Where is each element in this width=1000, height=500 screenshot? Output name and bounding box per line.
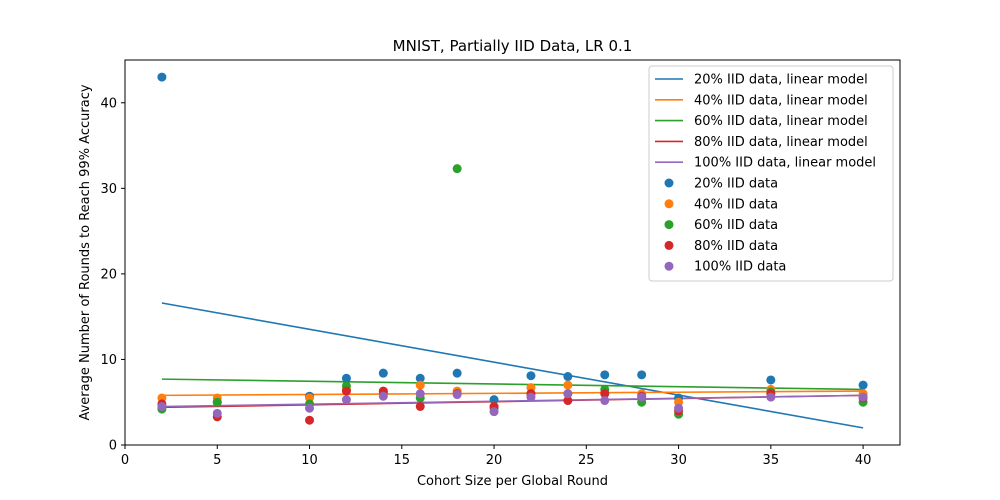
y-axis-label: Average Number of Rounds to Reach 99% Ac… — [78, 84, 93, 420]
plot-area — [157, 72, 868, 429]
linear-model-line-4 — [161, 394, 864, 408]
point-s0-14 — [858, 380, 868, 390]
point-s4-9 — [563, 389, 573, 399]
point-s4-13 — [766, 392, 776, 402]
point-s0-4 — [378, 368, 388, 378]
point-s3-2 — [305, 415, 315, 425]
point-s0-13 — [766, 375, 776, 385]
legend-marker-3 — [664, 240, 674, 250]
point-s4-1 — [212, 408, 222, 418]
point-s4-4 — [378, 391, 388, 401]
y-tick-label-2: 20 — [100, 267, 117, 282]
point-s4-12 — [674, 403, 684, 413]
legend-label-line-2: 60% IID data, linear model — [694, 114, 868, 129]
point-s0-7 — [489, 395, 499, 405]
point-s4-10 — [600, 396, 610, 406]
legend-label-line-0: 20% IID data, linear model — [694, 73, 868, 88]
point-s3-9 — [563, 396, 573, 406]
point-s0-3 — [341, 373, 351, 383]
x-tick-label-6: 30 — [670, 453, 687, 468]
point-s3-5 — [415, 402, 425, 411]
point-s4-8 — [526, 392, 536, 402]
linear-model-line-0 — [161, 302, 864, 429]
y-tick-label-0: 0 — [109, 439, 117, 454]
legend-label-series-2: 60% IID data — [694, 218, 778, 233]
x-tick-label-0: 0 — [121, 453, 129, 468]
legend: 20% IID data, linear model 40% IID data, … — [648, 65, 894, 282]
y-tick-label-4: 40 — [100, 96, 117, 111]
legend-label-series-3: 80% IID data — [694, 239, 778, 254]
x-tick-label-8: 40 — [855, 453, 872, 468]
point-s4-7 — [489, 407, 499, 417]
y-tick-label-1: 10 — [100, 353, 117, 368]
legend-marker-0 — [664, 178, 674, 188]
plot-frame — [124, 59, 901, 446]
axes: 0 5 10 15 20 25 30 35 40 0 10 20 30 40 — [100, 96, 871, 468]
x-tick-label-7: 35 — [763, 453, 780, 468]
legend-label-series-0: 20% IID data — [694, 177, 778, 192]
legend-box — [648, 65, 894, 282]
point-s0-11 — [637, 370, 647, 380]
legend-marker-1 — [664, 199, 674, 209]
point-s0-0 — [157, 72, 167, 82]
point-s0-9 — [563, 372, 573, 382]
legend-label-series-1: 40% IID data — [694, 197, 778, 212]
x-tick-label-3: 15 — [394, 453, 411, 468]
point-s0-10 — [600, 370, 610, 380]
point-s4-11 — [637, 392, 647, 402]
point-s4-2 — [305, 403, 315, 413]
x-tick-label-1: 5 — [213, 453, 221, 468]
point-s4-3 — [341, 395, 351, 405]
legend-label-line-3: 80% IID data, linear model — [694, 135, 868, 150]
x-tick-label-2: 10 — [301, 453, 318, 468]
point-s0-8 — [526, 371, 536, 381]
legend-label-series-4: 100% IID data — [694, 260, 786, 275]
point-s3-3 — [341, 386, 351, 396]
legend-label-line-1: 40% IID data, linear model — [694, 93, 868, 108]
linear-model-line-1 — [161, 390, 864, 397]
point-s0-5 — [415, 373, 425, 383]
point-s2-6 — [452, 164, 462, 174]
legend-marker-2 — [664, 220, 674, 230]
point-s1-9 — [563, 380, 573, 390]
point-s1-5 — [415, 380, 425, 390]
legend-marker-4 — [664, 261, 674, 271]
chart-title: MNIST, Partially IID Data, LR 0.1 — [393, 37, 633, 55]
point-s4-5 — [415, 389, 425, 399]
point-s4-0 — [157, 402, 167, 411]
x-axis-label: Cohort Size per Global Round — [417, 474, 608, 489]
point-s2-1 — [212, 397, 222, 407]
point-s4-6 — [452, 390, 462, 400]
point-s3-10 — [600, 389, 610, 399]
linear-model-line-2 — [161, 378, 864, 391]
x-tick-label-4: 20 — [486, 453, 503, 468]
legend-label-line-4: 100% IID data, linear model — [694, 156, 876, 171]
point-s0-6 — [452, 368, 462, 378]
y-tick-label-3: 30 — [100, 182, 117, 197]
point-s4-14 — [858, 392, 868, 402]
x-tick-label-5: 25 — [578, 453, 595, 468]
